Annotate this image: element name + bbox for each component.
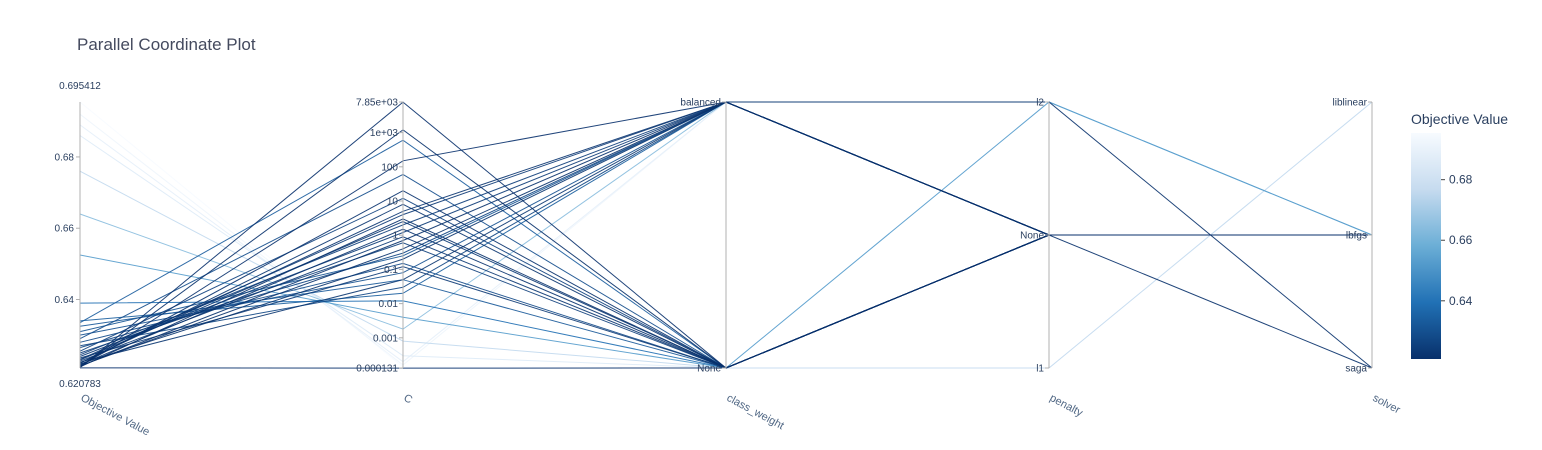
colorbar-title: Objective Value	[1411, 111, 1508, 127]
tick-label: 0.01	[379, 299, 399, 310]
tick-label: balanced	[680, 98, 721, 109]
axis-class-weight[interactable]: None balanced class_weight	[680, 98, 785, 433]
axis-solver[interactable]: saga lbfgs liblinear solver	[1333, 98, 1403, 417]
tick-label: 0.695412	[59, 81, 101, 92]
tick-label: l2	[1036, 98, 1044, 109]
tick-label: lbfgs	[1346, 231, 1367, 242]
tick-label: 1e+03	[370, 128, 399, 139]
axis-title: C	[402, 392, 415, 406]
tick-label: 100	[381, 162, 398, 173]
colorbar-tick-label: 0.64	[1449, 294, 1473, 308]
tick-label: 0.66	[55, 224, 75, 235]
axes: 0.620783 0.64 0.66 0.68 0.695412 Objective Va…	[55, 81, 1403, 438]
tick-label: None	[697, 364, 721, 375]
axis-title: Objective Value	[79, 392, 152, 438]
colorbar-tick-label: 0.66	[1449, 233, 1473, 247]
chart-title: Parallel Coordinate Plot	[77, 35, 256, 54]
colorbar-gradient	[1411, 133, 1441, 359]
tick-label: 0.000131	[356, 364, 398, 375]
tick-label: None	[1020, 231, 1044, 242]
tick-label: 0.64	[55, 295, 75, 306]
tick-label: 0.68	[55, 152, 75, 163]
tick-label: 0.620783	[59, 379, 101, 390]
tick-label: 7.85e+03	[356, 98, 398, 109]
axis-penalty[interactable]: l1 None l2 penalty	[1020, 98, 1085, 420]
tick-label: 0.1	[384, 265, 398, 276]
axis-title: solver	[1371, 392, 1403, 417]
tick-label: liblinear	[1333, 98, 1368, 109]
colorbar: Objective Value 0.64 0.66 0.68	[1411, 111, 1508, 359]
axis-title: class_weight	[725, 392, 786, 432]
axis-title: penalty	[1048, 392, 1085, 419]
tick-label: saga	[1345, 364, 1367, 375]
tick-label: 10	[387, 197, 399, 208]
tick-label: l1	[1036, 364, 1044, 375]
tick-label: 1	[392, 231, 398, 242]
colorbar-tick-label: 0.68	[1449, 173, 1473, 187]
tick-label: 0.001	[373, 333, 398, 344]
